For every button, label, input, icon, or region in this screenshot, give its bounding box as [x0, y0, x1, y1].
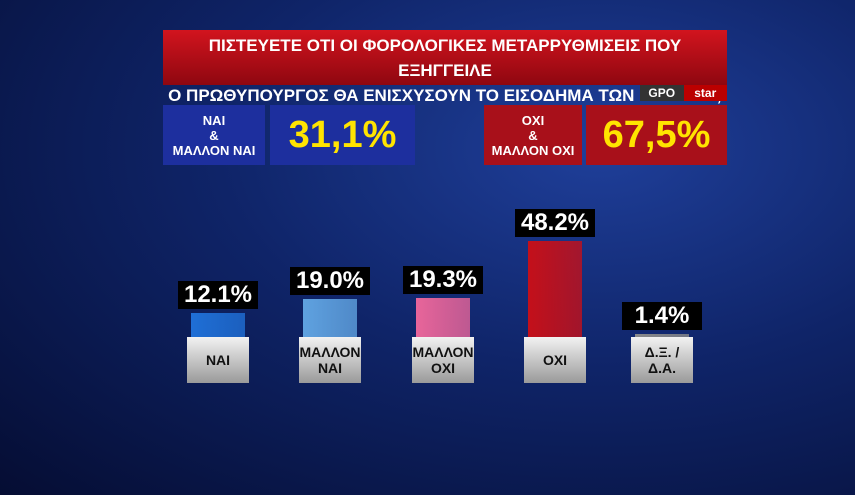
bar: [528, 240, 582, 337]
logo-text: GPO: [640, 85, 684, 101]
summary-value: 67,5%: [586, 105, 727, 165]
category-label: ΝΑΙ: [187, 337, 249, 383]
title-line: Ο ΠΡΩΘΥΠΟΥΡΓΟΣ ΘΑ ΕΝΙΣΧΥΣΟΥΝ ΤΟ ΕΙΣΟΔΗΜΑ…: [168, 86, 722, 105]
data-label: 19.3%: [403, 266, 483, 295]
data-label: 1.4%: [622, 302, 702, 331]
logo: GPO star: [640, 85, 727, 101]
bar: [416, 298, 470, 337]
data-label: 48.2%: [515, 208, 595, 237]
summary-value: 31,1%: [270, 105, 415, 165]
summary-label-line: ΜΑΛΛΟΝ ΝΑΙ: [172, 142, 256, 158]
title-box: ΠΙΣΤΕΥΕΤΕ ΟΤΙ ΟΙ ΦΟΡΟΛΟΓΙΚΕΣ ΜΕΤΑΡΡΥΘΜΙΣ…: [163, 30, 727, 105]
summary-label-line: &: [528, 127, 538, 143]
summary-label: ΟΧΙ & ΜΑΛΛΟΝ ΟΧΙ: [484, 105, 582, 165]
data-label: 12.1%: [178, 280, 258, 309]
bar: [303, 299, 357, 337]
summary-label-line: ΜΑΛΛΟΝ ΟΧΙ: [491, 142, 575, 158]
logo-text: star: [694, 86, 717, 100]
summary-label-line: ΟΧΙ: [521, 112, 545, 128]
summary-label-line: &: [209, 127, 219, 143]
category-label: ΜΑΛΛΟΝ ΟΧΙ: [412, 337, 474, 383]
bar: [191, 312, 245, 337]
category-label: ΟΧΙ: [524, 337, 586, 383]
summary-label: ΝΑΙ & ΜΑΛΛΟΝ ΝΑΙ: [163, 105, 265, 165]
summary-label-line: ΝΑΙ: [202, 112, 226, 128]
data-label: 19.0%: [290, 267, 370, 295]
category-label: Δ.Ξ. / Δ.Α.: [631, 337, 693, 383]
bar: [635, 334, 689, 337]
title-line: ΠΙΣΤΕΥΕΤΕ ΟΤΙ ΟΙ ΦΟΡΟΛΟΓΙΚΕΣ ΜΕΤΑΡΡΥΘΜΙΣ…: [208, 36, 682, 80]
category-label: ΜΑΛΛΟΝ ΝΑΙ: [299, 337, 361, 383]
